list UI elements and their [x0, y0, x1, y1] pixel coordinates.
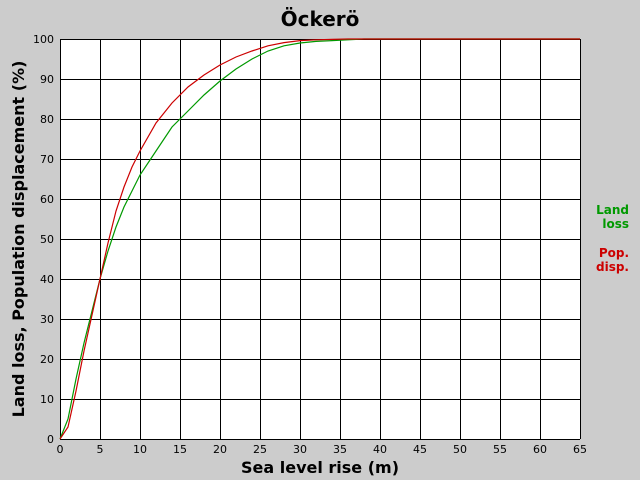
y-tick-label: 100 — [33, 33, 54, 46]
y-tick-label: 40 — [40, 273, 54, 286]
x-tick-label: 5 — [97, 443, 104, 456]
y-tick-label: 90 — [40, 73, 54, 86]
pop-disp-line — [59, 38, 580, 440]
y-axis-label: Land loss, Population displacement (%) — [9, 61, 28, 418]
series-layer — [59, 38, 580, 440]
y-tick-label: 0 — [47, 433, 54, 446]
x-tick-label: 45 — [413, 443, 427, 456]
y-tick-label: 30 — [40, 313, 54, 326]
x-tick-label: 40 — [373, 443, 387, 456]
y-tick-label: 10 — [40, 393, 54, 406]
grid — [60, 39, 581, 440]
x-tick-label: 15 — [173, 443, 187, 456]
x-tick-label: 50 — [453, 443, 467, 456]
x-axis-label: Sea level rise (m) — [241, 458, 399, 477]
y-tick-label: 60 — [40, 193, 54, 206]
legend-pop-disp-line1: Pop. — [599, 246, 629, 260]
legend: Land loss Pop. disp. — [596, 203, 629, 274]
chart-title: Öckerö — [281, 7, 360, 31]
tick-labels: 0 5 10 15 20 25 30 35 40 45 50 55 60 65 0 10 20 30 40 50 60 7… — [33, 33, 587, 456]
y-tick-label: 70 — [40, 153, 54, 166]
x-tick-label: 30 — [293, 443, 307, 456]
legend-land-loss-line2: loss — [602, 217, 629, 231]
y-tick-label: 20 — [40, 353, 54, 366]
legend-pop-disp-line2: disp. — [596, 260, 629, 274]
legend-land-loss-line1: Land — [596, 203, 629, 217]
y-tick-label: 80 — [40, 113, 54, 126]
x-tick-label: 10 — [133, 443, 147, 456]
x-tick-label: 65 — [573, 443, 587, 456]
x-tick-label: 20 — [213, 443, 227, 456]
x-tick-label: 60 — [533, 443, 547, 456]
x-tick-label: 25 — [253, 443, 267, 456]
y-tick-label: 50 — [40, 233, 54, 246]
x-tick-label: 35 — [333, 443, 347, 456]
x-tick-label: 55 — [493, 443, 507, 456]
x-tick-label: 0 — [57, 443, 64, 456]
